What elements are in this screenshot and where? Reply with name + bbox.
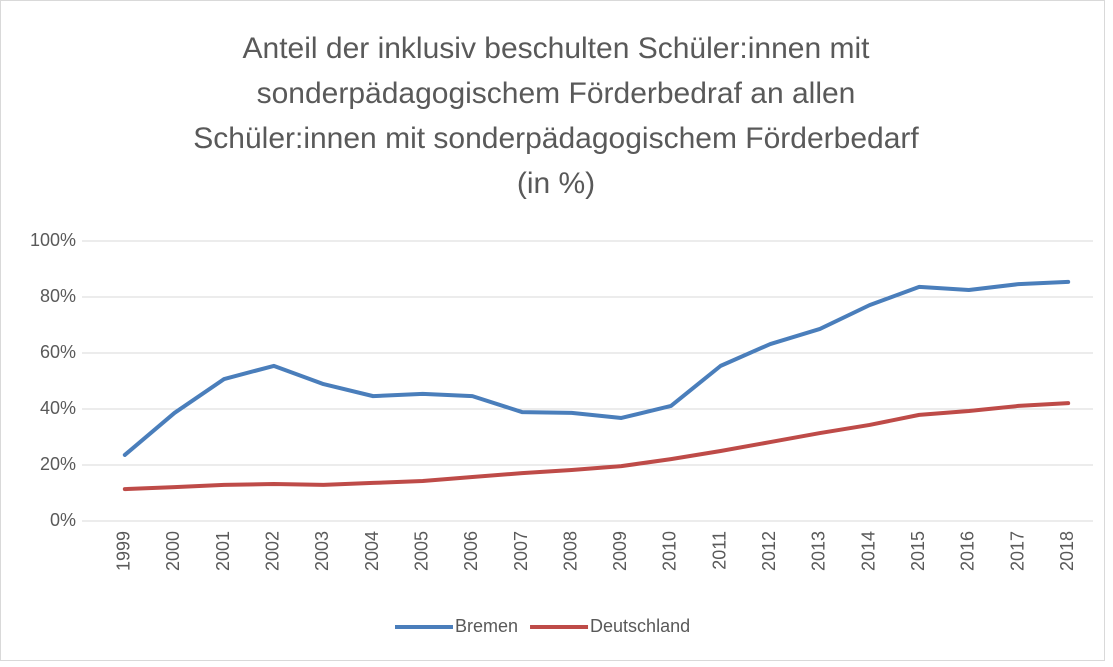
x-tick-label: 2011	[709, 531, 729, 570]
x-tick-label: 2012	[759, 531, 779, 571]
x-tick-label: 2004	[362, 531, 382, 571]
x-tick-label: 2001	[213, 531, 233, 571]
x-tick-label: 2003	[312, 531, 332, 571]
x-tick-label: 2002	[263, 531, 283, 571]
x-tick-label: 1999	[114, 531, 134, 571]
y-tick-label: 60%	[40, 342, 76, 362]
y-tick-label: 80%	[40, 286, 76, 306]
y-tick-label: 0%	[50, 510, 76, 530]
x-tick-label: 2013	[809, 531, 829, 571]
x-tick-label: 2009	[610, 531, 630, 571]
x-tick-label: 2015	[908, 531, 928, 571]
legend-label: Deutschland	[590, 616, 690, 636]
chart-title: (in %)	[517, 167, 595, 200]
x-tick-label: 2018	[1057, 531, 1077, 571]
chart-title: sonderpädagogischem Förderbedraf an alle…	[257, 77, 856, 110]
x-tick-label: 2006	[461, 531, 481, 571]
x-tick-label: 2008	[560, 531, 580, 571]
x-tick-label: 2000	[163, 531, 183, 571]
line-series	[122, 401, 1071, 492]
x-tick-label: 2014	[858, 531, 878, 571]
x-tick-label: 2016	[958, 531, 978, 571]
y-tick-label: 100%	[30, 230, 76, 250]
legend-label: Bremen	[455, 616, 518, 636]
x-tick-label: 2010	[660, 531, 680, 571]
x-tick-label: 2007	[511, 531, 531, 571]
y-tick-label: 20%	[40, 454, 76, 474]
line-series	[122, 279, 1071, 457]
y-tick-label: 40%	[40, 398, 76, 418]
chart-title: Anteil der inklusiv beschulten Schüler:i…	[243, 32, 871, 65]
x-tick-label: 2017	[1007, 531, 1027, 571]
chart-title: Schüler:innen mit sonderpädagogischem Fö…	[193, 122, 919, 155]
x-tick-label: 2005	[411, 531, 431, 571]
